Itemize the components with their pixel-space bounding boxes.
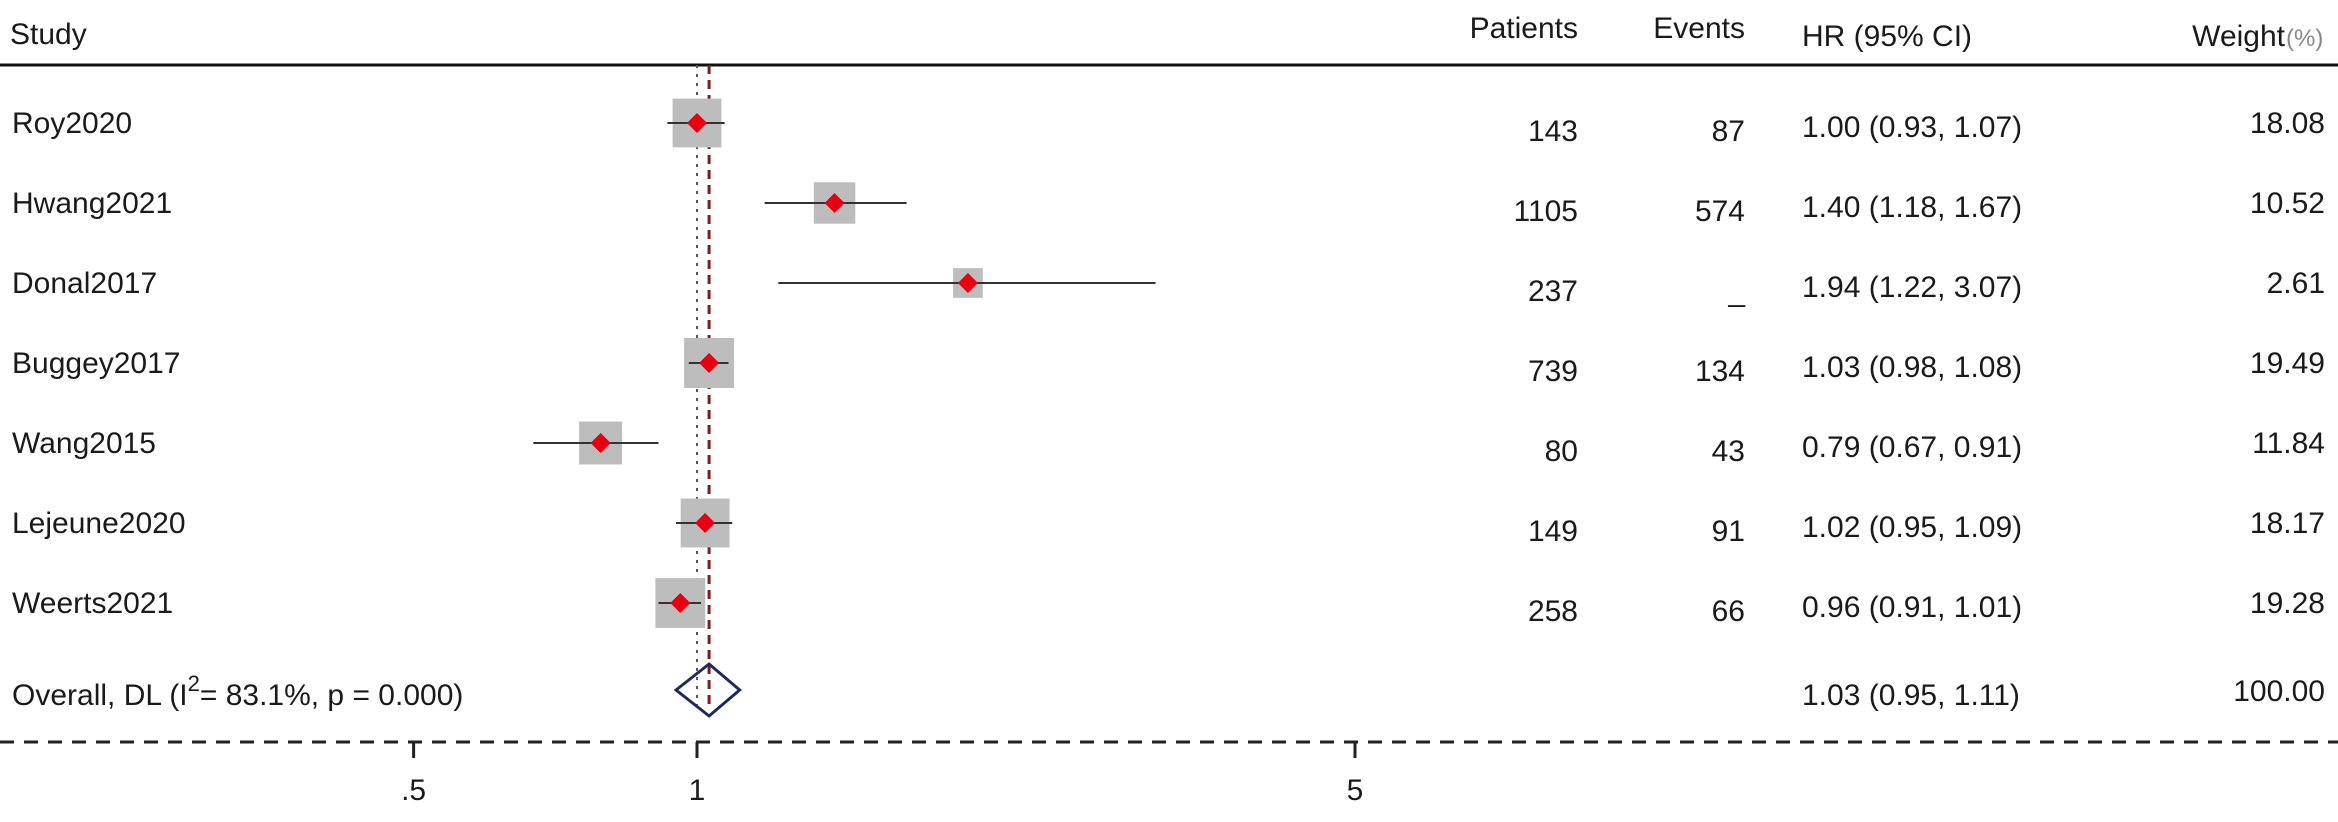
x-tick-label: 1 (689, 774, 706, 807)
overall-label-suffix: = 83.1%, p = 0.000) (200, 679, 464, 712)
study-patients: 149 (1528, 515, 1578, 548)
study-name: Lejeune2020 (12, 507, 186, 540)
point-estimate-marker (695, 513, 716, 533)
study-weight: 11.84 (2252, 427, 2325, 460)
study-patients: 237 (1528, 275, 1578, 308)
header-patients: Patients (1470, 12, 1578, 45)
study-patients: 143 (1528, 115, 1578, 148)
x-axis-ticks: .5 1 5 (401, 742, 1363, 807)
header-hr: HR (95% CI) (1802, 20, 1972, 53)
study-patients: 739 (1528, 355, 1578, 388)
study-hr-ci: 1.02 (0.95, 1.09) (1802, 511, 2022, 544)
study-events: _ (1727, 275, 1746, 308)
overall-label: Overall, DL (I2= 83.1%, p = 0.000) (12, 671, 463, 712)
study-row: Weerts2021 258 66 0.96 (0.91, 1.01) 19.28 (12, 578, 2325, 628)
study-weight: 2.61 (2267, 267, 2325, 300)
study-patients: 1105 (1513, 195, 1578, 228)
study-row: Wang2015 80 43 0.79 (0.67, 0.91) 11.84 (12, 421, 2325, 468)
study-name: Donal2017 (12, 267, 157, 300)
study-weight: 10.52 (2250, 187, 2325, 220)
study-name: Wang2015 (12, 427, 156, 460)
study-hr-ci: 1.40 (1.18, 1.67) (1802, 191, 2022, 224)
study-row: Roy2020 143 87 1.00 (0.93, 1.07) 18.08 (12, 98, 2325, 148)
study-row: Donal2017 237 _ 1.94 (1.22, 3.07) 2.61 (12, 267, 2325, 308)
study-weight: 19.28 (2250, 587, 2325, 620)
study-events: 574 (1695, 195, 1745, 228)
study-hr-ci: 1.94 (1.22, 3.07) (1802, 271, 2022, 304)
study-hr-ci: 0.96 (0.91, 1.01) (1802, 591, 2022, 624)
study-events: 91 (1712, 515, 1745, 548)
study-patients: 258 (1528, 595, 1578, 628)
study-hr-ci: 1.03 (0.98, 1.08) (1802, 351, 2022, 384)
x-tick-label: .5 (401, 774, 426, 807)
study-weight: 18.08 (2250, 107, 2325, 140)
header-study: Study (10, 18, 87, 51)
point-estimate-marker (670, 593, 691, 613)
study-row: Hwang2021 1105 574 1.40 (1.18, 1.67) 10.52 (12, 182, 2325, 228)
overall-label-prefix: Overall, DL (I (12, 679, 188, 712)
study-rows: Roy2020 143 87 1.00 (0.93, 1.07) 18.08 Hwang2… (12, 98, 2325, 628)
point-estimate-marker (699, 353, 720, 373)
overall-row: Overall, DL (I2= 83.1%, p = 0.000) 1.03 … (12, 662, 2325, 718)
point-estimate-marker (687, 113, 707, 133)
overall-diamond (673, 662, 742, 718)
overall-hr-ci: 1.03 (0.95, 1.11) (1802, 679, 2020, 712)
study-weight: 19.49 (2250, 347, 2325, 380)
header-weight-unit: (%) (2286, 25, 2323, 52)
study-events: 134 (1695, 355, 1745, 388)
study-name: Roy2020 (12, 107, 132, 140)
overall-label-superscript: 2 (188, 671, 200, 696)
header-weight: Weight (2192, 20, 2285, 53)
study-row: Buggey2017 739 134 1.03 (0.98, 1.08) 19.49 (12, 338, 2325, 388)
study-hr-ci: 0.79 (0.67, 0.91) (1802, 431, 2022, 464)
study-hr-ci: 1.00 (0.93, 1.07) (1802, 111, 2022, 144)
study-events: 66 (1712, 595, 1745, 628)
study-events: 43 (1712, 435, 1745, 468)
study-name: Buggey2017 (12, 347, 181, 380)
point-estimate-marker (824, 193, 845, 213)
x-tick-label: 5 (1347, 774, 1364, 807)
study-name: Weerts2021 (12, 587, 173, 620)
point-estimate-marker (590, 433, 611, 453)
point-estimate-marker (957, 273, 978, 293)
study-name: Hwang2021 (12, 187, 172, 220)
header-events: Events (1653, 12, 1745, 45)
study-events: 87 (1712, 115, 1745, 148)
overall-weight: 100.00 (2233, 675, 2325, 708)
study-patients: 80 (1545, 435, 1578, 468)
study-weight: 18.17 (2250, 507, 2325, 540)
study-row: Lejeune2020 149 91 1.02 (0.95, 1.09) 18.17 (12, 498, 2325, 548)
